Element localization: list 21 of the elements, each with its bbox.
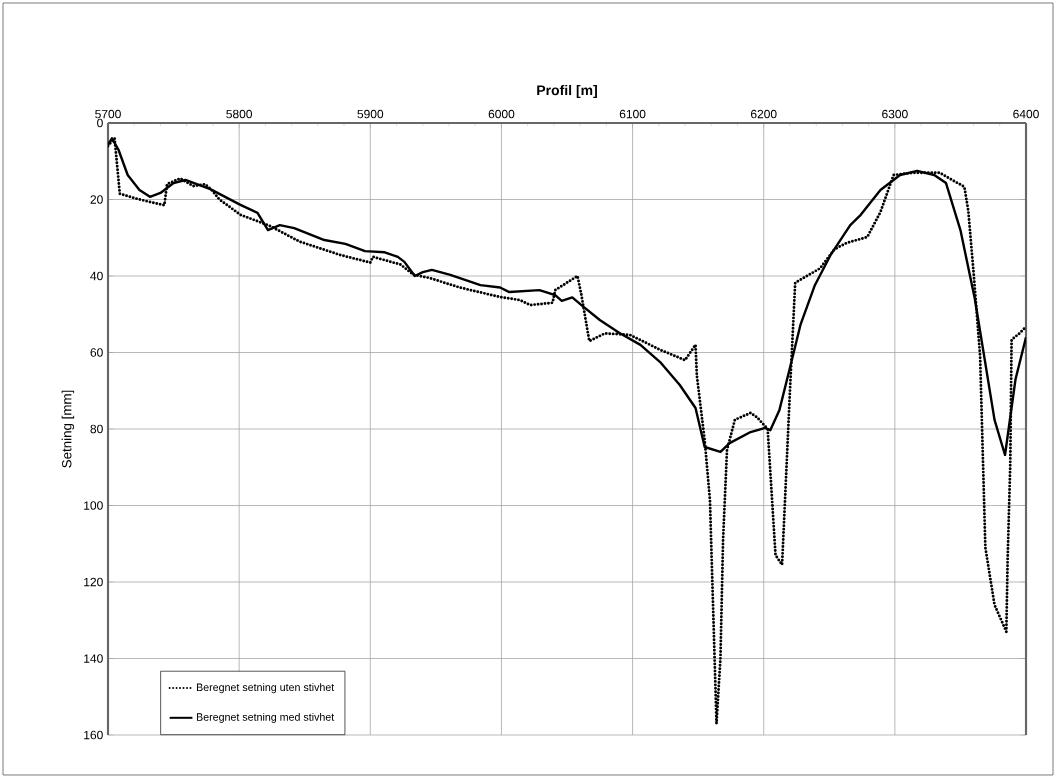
y-tick-label: 40: [90, 271, 103, 281]
x-tick-label: 6100: [619, 109, 646, 119]
x-axis-title: Profil [m]: [537, 84, 597, 98]
y-tick-label: 60: [90, 348, 103, 357]
x-tick-label: 5800: [226, 109, 253, 119]
y-tick-label: 160: [84, 730, 103, 740]
x-tick-label: 5700: [95, 109, 121, 119]
y-tick-label: 120: [84, 577, 103, 587]
legend-label: Beregnet setning uten stivhet: [196, 683, 335, 694]
x-tick-label: 6400: [1013, 109, 1039, 119]
y-tick-label: 0: [97, 118, 103, 128]
x-tick-label: 5900: [357, 109, 384, 119]
legend-label: Beregnet setning med stivhet: [196, 712, 335, 723]
x-tick-label: 6000: [488, 109, 515, 119]
x-tick-label: 6200: [750, 109, 777, 119]
y-tick-label: 20: [90, 195, 103, 204]
y-axis-title: Setning [mm]: [61, 390, 75, 468]
y-tick-label: 100: [84, 501, 103, 510]
x-tick-label: 6300: [882, 109, 908, 119]
y-tick-label: 80: [90, 424, 103, 434]
y-tick-label: 140: [84, 654, 103, 663]
